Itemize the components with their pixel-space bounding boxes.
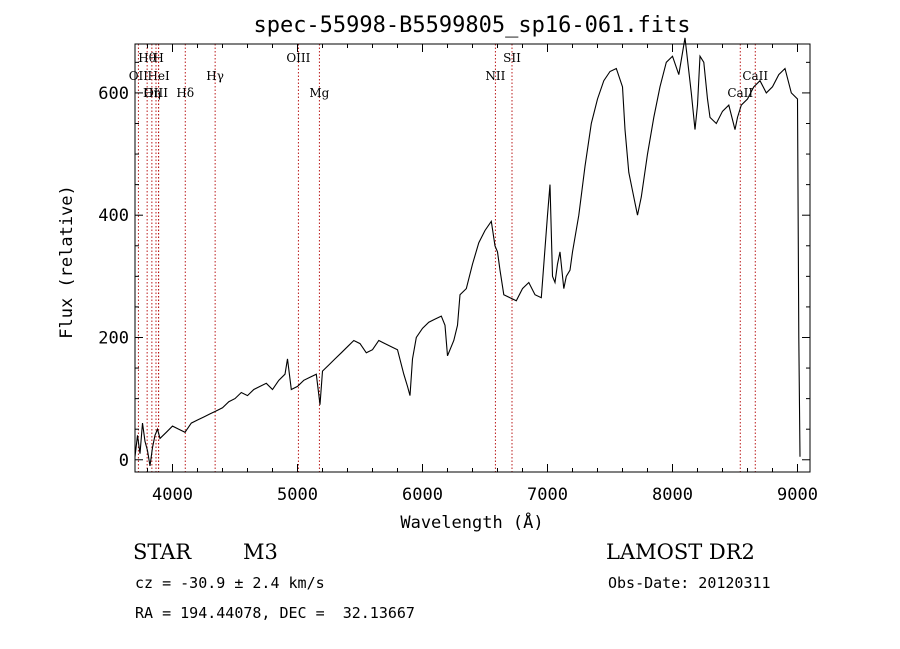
x-tick-label: 4000 <box>152 485 193 505</box>
survey-name: LAMOST DR2 <box>606 540 755 564</box>
spectrum-line <box>134 37 801 466</box>
line-marker-label: SII <box>503 51 521 65</box>
line-marker-label: HeI <box>147 69 170 83</box>
y-tick-label: 200 <box>98 328 129 348</box>
chart-title: spec-55998-B5599805_sp16-061.fits <box>253 13 690 38</box>
line-marker-label: OII <box>129 69 149 83</box>
object-subclass: M3 <box>243 540 278 564</box>
line-marker-label: CaII <box>742 69 768 83</box>
coordinates-line: RA = 194.44078, DEC = 32.13667 <box>135 604 415 622</box>
line-marker-label: CaII <box>727 86 753 100</box>
x-tick-label: 6000 <box>402 485 443 505</box>
y-axis-label: Flux (relative) <box>57 185 77 339</box>
obs-date-line: Obs-Date: 20120311 <box>608 574 771 592</box>
line-marker-label: Mg <box>309 86 329 100</box>
x-axis-label: Wavelength (Å) <box>400 511 543 533</box>
line-marker-label: Hδ <box>176 86 194 100</box>
y-tick-label: 600 <box>98 84 129 104</box>
x-tick-label: 7000 <box>527 485 568 505</box>
redshift-line: cz = -30.9 ± 2.4 km/s <box>135 574 325 592</box>
plot-frame <box>134 43 811 473</box>
line-marker-label: OIII <box>286 51 310 65</box>
line-marker-label: OIII <box>144 86 168 100</box>
x-tick-label: 5000 <box>277 485 318 505</box>
object-class: STAR <box>133 540 192 564</box>
y-tick-label: 0 <box>119 451 129 471</box>
line-marker-label: NII <box>485 69 505 83</box>
line-marker-label: Hγ <box>206 69 224 83</box>
x-tick-label: 8000 <box>652 485 693 505</box>
x-tick-label: 9000 <box>777 485 818 505</box>
y-tick-label: 400 <box>98 206 129 226</box>
line-marker-label: Hη <box>143 86 161 100</box>
